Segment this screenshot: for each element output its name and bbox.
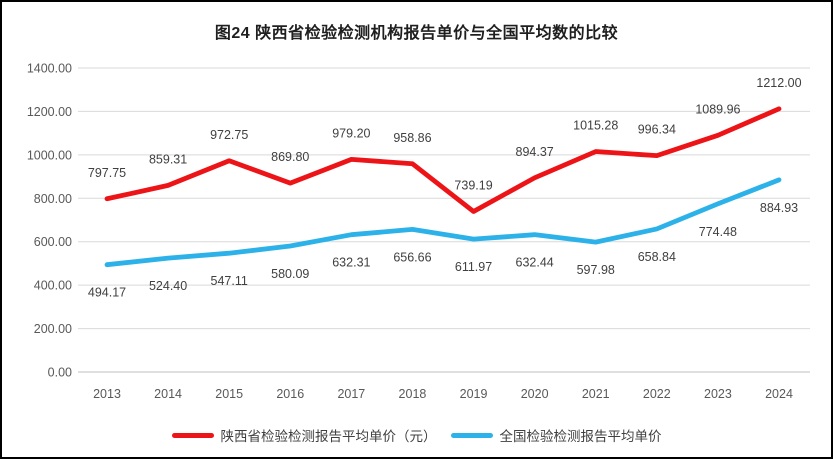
y-axis-tick-label: 1400.00 bbox=[27, 62, 72, 76]
data-point-label: 1089.96 bbox=[695, 102, 740, 116]
data-point-label: 547.11 bbox=[211, 274, 248, 288]
data-point-label: 632.44 bbox=[516, 256, 554, 270]
data-point-label: 597.98 bbox=[577, 263, 615, 277]
x-axis-tick-label: 2018 bbox=[399, 387, 427, 401]
x-axis-tick-label: 2023 bbox=[704, 387, 732, 401]
chart-title: 图24 陕西省检验检测机构报告单价与全国平均数的比较 bbox=[214, 25, 619, 42]
x-axis-tick-label: 2019 bbox=[460, 387, 488, 401]
y-axis-tick-label: 800.00 bbox=[34, 192, 72, 206]
y-axis-tick-label: 0.00 bbox=[48, 366, 72, 380]
data-point-label: 494.17 bbox=[88, 286, 126, 300]
x-axis-tick-label: 2013 bbox=[93, 387, 121, 401]
data-point-label: 869.80 bbox=[271, 150, 309, 164]
x-axis-tick-label: 2015 bbox=[215, 387, 243, 401]
data-point-label: 580.09 bbox=[271, 267, 309, 281]
data-point-label: 972.75 bbox=[210, 128, 248, 142]
data-point-label: 859.31 bbox=[149, 152, 187, 166]
y-axis-tick-label: 200.00 bbox=[34, 322, 72, 336]
data-point-label: 894.37 bbox=[516, 145, 554, 159]
data-point-label: 524.40 bbox=[149, 279, 187, 293]
data-point-label: 1015.28 bbox=[573, 119, 618, 133]
data-point-label: 797.75 bbox=[88, 166, 126, 180]
x-axis-tick-label: 2020 bbox=[521, 387, 549, 401]
series-line bbox=[104, 177, 782, 268]
x-axis-tick-label: 2024 bbox=[765, 387, 793, 401]
data-point-label: 632.31 bbox=[332, 256, 370, 270]
blue-line-swatch-icon bbox=[450, 432, 493, 438]
legend-label-shaanxi: 陕西省检验检测报告平均单价（元） bbox=[220, 429, 437, 444]
data-point-label: 884.93 bbox=[760, 201, 798, 215]
x-axis-tick-label: 2017 bbox=[337, 387, 365, 401]
data-point-label: 979.20 bbox=[332, 126, 370, 140]
legend-item-national: 全国检验检测报告平均单价 bbox=[450, 425, 662, 445]
data-point-label: 1212.00 bbox=[756, 76, 801, 90]
x-axis-tick-label: 2021 bbox=[582, 387, 610, 401]
chart-legend: 陕西省检验检测报告平均单价（元） 全国检验检测报告平均单价 bbox=[2, 425, 831, 445]
data-point-label: 658.84 bbox=[638, 250, 676, 264]
y-axis-tick-label: 1000.00 bbox=[27, 148, 72, 162]
data-point-label: 739.19 bbox=[454, 178, 492, 192]
data-point-label: 611.97 bbox=[455, 260, 492, 274]
data-point-label: 996.34 bbox=[638, 123, 676, 137]
data-point-label: 958.86 bbox=[393, 131, 431, 145]
x-axis-tick-label: 2016 bbox=[276, 387, 304, 401]
data-point-label: 774.48 bbox=[699, 225, 737, 239]
x-axis-tick-label: 2022 bbox=[643, 387, 671, 401]
x-axis-tick-label: 2014 bbox=[154, 387, 182, 401]
series-line bbox=[104, 106, 782, 214]
data-point-label: 656.66 bbox=[393, 250, 431, 264]
legend-label-national: 全国检验检测报告平均单价 bbox=[499, 429, 662, 444]
y-axis-tick-label: 1200.00 bbox=[27, 105, 72, 119]
y-axis-tick-label: 600.00 bbox=[34, 235, 72, 249]
legend-item-shaanxi: 陕西省检验检测报告平均单价（元） bbox=[171, 425, 437, 445]
red-line-swatch-icon bbox=[171, 432, 214, 438]
y-axis-tick-label: 400.00 bbox=[34, 279, 72, 293]
